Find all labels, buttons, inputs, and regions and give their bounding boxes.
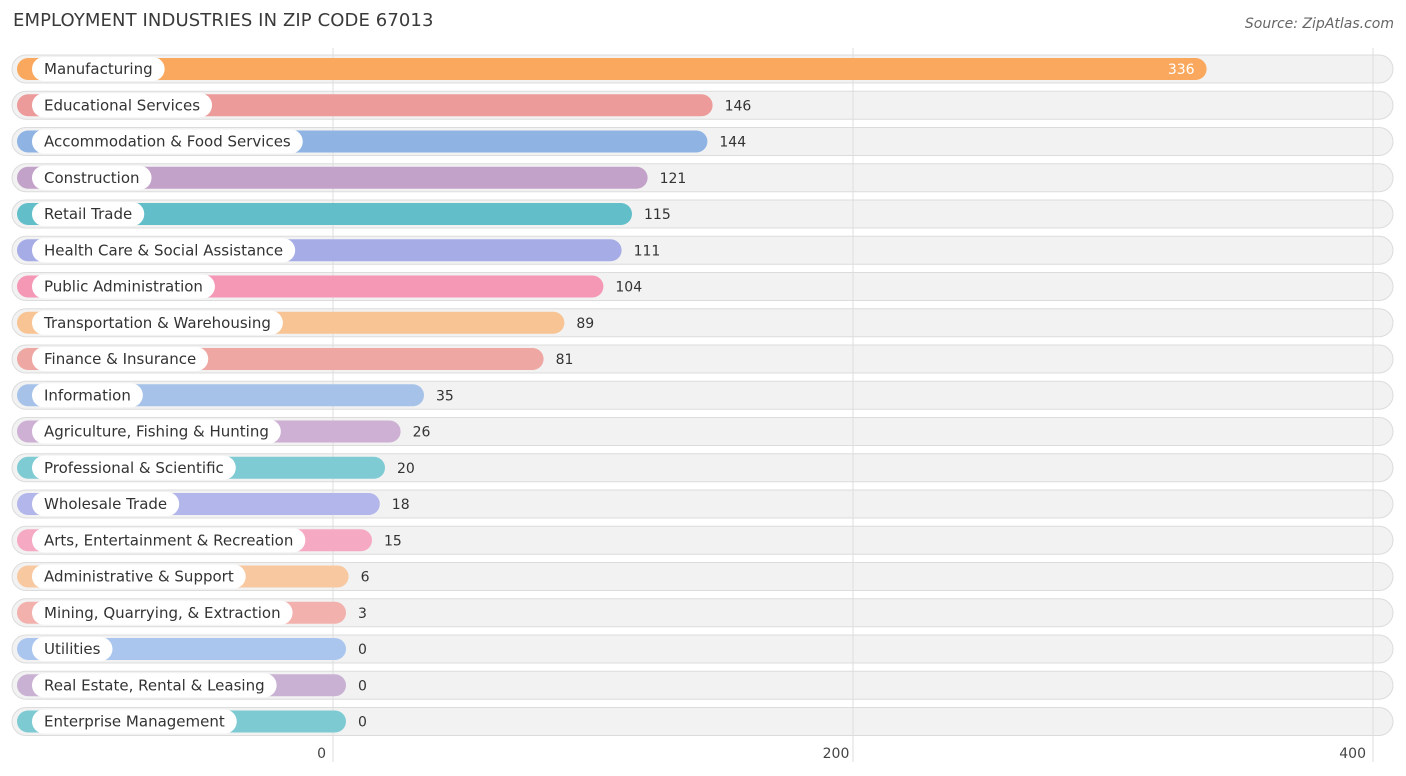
bar-row-manufacturing: Manufacturing 336 xyxy=(17,57,1207,81)
bar-row-agriculture-fishing-hunting: Agriculture, Fishing & Hunting 26 xyxy=(17,419,431,444)
bar-label: Information xyxy=(44,386,131,404)
bar-label-pill xyxy=(32,93,213,118)
x-axis: 0 200 400 xyxy=(317,746,1366,762)
bar-label: Accommodation & Food Services xyxy=(44,133,291,151)
bar-label-pill xyxy=(32,455,236,480)
bar-value-label: 0 xyxy=(358,678,367,694)
chart-title: EMPLOYMENT INDUSTRIES IN ZIP CODE 67013 xyxy=(13,10,434,31)
bar-row-retail-trade: Retail Trade 115 xyxy=(17,202,671,226)
bar-label-pill xyxy=(32,600,293,625)
bar-label: Finance & Insurance xyxy=(44,350,196,368)
bar-label-pill xyxy=(32,57,165,81)
bar-label-pill xyxy=(32,347,209,371)
bar-label: Health Care & Social Assistance xyxy=(44,241,283,259)
bar-value-label: 15 xyxy=(384,533,402,549)
bar-row-finance-insurance: Finance & Insurance 81 xyxy=(17,347,573,371)
bar-label-pill xyxy=(32,528,306,553)
bar-value-label: 81 xyxy=(556,352,574,368)
bar-label: Agriculture, Fishing & Hunting xyxy=(44,423,269,441)
bar-value-label: 111 xyxy=(634,243,661,259)
bar-label: Professional & Scientific xyxy=(44,459,224,477)
bar-label: Retail Trade xyxy=(44,205,132,223)
bar-label-pill xyxy=(32,274,215,299)
x-tick-label: 0 xyxy=(317,746,326,762)
bar-value-label: 115 xyxy=(644,207,671,223)
bar-value-label: 18 xyxy=(392,497,410,513)
bar-manufacturing xyxy=(17,58,1207,80)
bar-row-utilities: Utilities 0 xyxy=(17,637,367,661)
bar-row-information: Information 35 xyxy=(17,383,454,408)
bar-label: Real Estate, Rental & Leasing xyxy=(44,676,265,694)
bar-row-construction: Construction 121 xyxy=(17,165,687,190)
bar-retail-trade xyxy=(17,203,632,225)
bar-label: Utilities xyxy=(44,640,101,658)
bars-layer: Manufacturing 336 Educational Services 146 A… xyxy=(17,57,1207,734)
bar-value-label: 104 xyxy=(615,280,642,296)
bar-value-label: 26 xyxy=(413,425,431,441)
bar-label: Manufacturing xyxy=(44,60,153,78)
bar-label-pill xyxy=(32,129,303,154)
bar-value-label: 6 xyxy=(361,570,370,586)
bar-label-pill xyxy=(32,238,296,263)
source-label: Source: ZipAtlas.com xyxy=(1244,16,1394,32)
bar-row-real-estate-rental-leasing: Real Estate, Rental & Leasing 0 xyxy=(17,673,367,698)
x-tick-label: 200 xyxy=(823,746,850,762)
bar-row-mining-quarrying-extraction: Mining, Quarrying, & Extraction 3 xyxy=(17,600,367,625)
bar-label-pill xyxy=(32,165,152,190)
bar-value-label: 0 xyxy=(358,715,367,731)
x-tick-label: 400 xyxy=(1339,746,1366,762)
bar-row-arts-entertainment-recreation: Arts, Entertainment & Recreation 15 xyxy=(17,528,402,553)
row-track-mining-quarrying-extraction xyxy=(11,598,1394,628)
bar-value-label: 144 xyxy=(719,135,746,151)
bar-row-educational-services: Educational Services 146 xyxy=(17,93,752,118)
row-track-enterprise-management xyxy=(11,707,1394,736)
bar-label-pill xyxy=(32,202,145,226)
row-track-real-estate-rental-leasing xyxy=(11,670,1394,700)
bar-value-label: 336 xyxy=(1168,62,1195,78)
bar-value-label: 35 xyxy=(436,388,454,404)
bar-label-pill xyxy=(32,310,283,335)
bar-label-pill xyxy=(32,709,237,734)
bar-label: Mining, Quarrying, & Extraction xyxy=(44,604,281,622)
bar-row-wholesale-trade: Wholesale Trade 18 xyxy=(17,492,410,516)
bar-value-label: 3 xyxy=(358,606,367,622)
row-track-utilities xyxy=(11,634,1394,664)
bar-row-enterprise-management: Enterprise Management 0 xyxy=(17,709,367,734)
bar-row-accommodation-food-services: Accommodation & Food Services 144 xyxy=(17,129,746,154)
bar-label: Administrative & Support xyxy=(44,568,234,586)
bar-label-pill xyxy=(32,637,113,661)
bar-row-administrative-support: Administrative & Support 6 xyxy=(17,564,370,589)
bar-row-public-administration: Public Administration 104 xyxy=(17,274,642,299)
bar-label-pill xyxy=(32,419,281,444)
bar-label: Public Administration xyxy=(44,278,203,296)
bar-label: Construction xyxy=(44,169,140,187)
bar-construction xyxy=(17,166,648,189)
bar-value-label: 89 xyxy=(576,316,594,332)
bar-value-label: 20 xyxy=(397,461,415,477)
bar-label: Wholesale Trade xyxy=(44,495,167,513)
bar-value-label: 121 xyxy=(660,171,687,187)
bar-label-pill xyxy=(32,673,277,698)
bar-row-transportation-warehousing: Transportation & Warehousing 89 xyxy=(17,310,594,335)
bar-label: Transportation & Warehousing xyxy=(43,314,271,332)
bar-label: Enterprise Management xyxy=(44,713,225,731)
bar-value-label: 0 xyxy=(358,642,367,658)
bar-value-label: 146 xyxy=(725,98,752,114)
bar-row-professional-scientific: Professional & Scientific 20 xyxy=(17,455,415,480)
bar-label: Educational Services xyxy=(44,96,200,114)
bar-label-pill xyxy=(32,383,143,408)
bar-label-pill xyxy=(32,492,180,516)
bar-label-pill xyxy=(32,564,246,589)
bar-label: Arts, Entertainment & Recreation xyxy=(44,531,293,549)
bar-row-health-care-social-assistance: Health Care & Social Assistance 111 xyxy=(17,238,661,263)
row-track-administrative-support xyxy=(11,562,1394,591)
